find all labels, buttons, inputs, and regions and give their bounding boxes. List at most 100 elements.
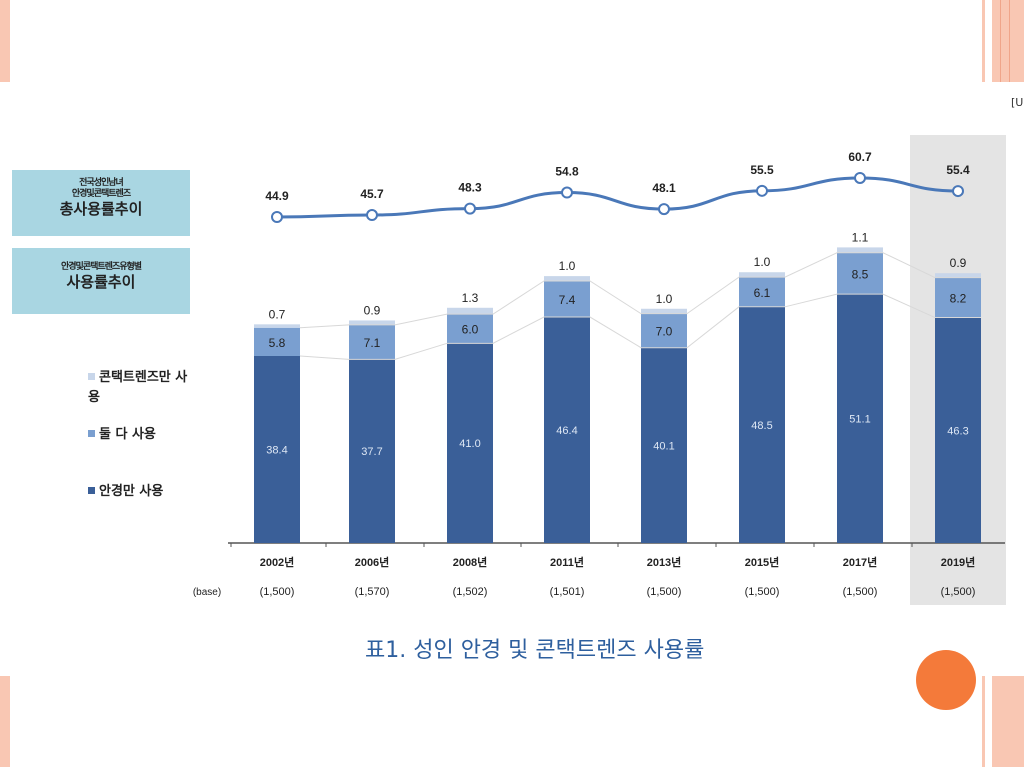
bar-contact-only bbox=[641, 308, 687, 314]
data-label: 7.0 bbox=[656, 325, 673, 339]
data-label: 46.4 bbox=[556, 425, 577, 437]
bar-both bbox=[641, 313, 687, 348]
decor-line bbox=[1009, 0, 1010, 82]
data-label: 46.3 bbox=[947, 425, 968, 437]
data-label: 38.4 bbox=[266, 444, 287, 456]
line-label: 44.9 bbox=[265, 189, 289, 203]
legend-swatch bbox=[88, 373, 95, 380]
bar-contact-only bbox=[544, 276, 590, 281]
total-usage-line bbox=[276, 176, 959, 219]
bar-both bbox=[837, 252, 883, 295]
base-label: (1,570) bbox=[355, 586, 390, 598]
data-label: 1.0 bbox=[559, 259, 576, 273]
legend-swatch bbox=[88, 487, 95, 494]
label-line: 안경및콘택트렌즈 bbox=[71, 189, 131, 199]
bar-contact-only bbox=[837, 247, 883, 253]
bar-both bbox=[349, 324, 395, 360]
unit-label: [U bbox=[1011, 96, 1024, 109]
decor-stripe-right-bottom bbox=[982, 676, 985, 767]
base-label: (1,500) bbox=[745, 586, 780, 598]
line-point bbox=[366, 209, 378, 222]
base-label: (1,500) bbox=[843, 586, 878, 598]
x-tick-label: 2015년 bbox=[745, 555, 780, 569]
chart-caption: 표1. 성인 안경 및 콘택트렌즈 사용률 bbox=[365, 638, 705, 663]
line-point bbox=[952, 185, 964, 198]
x-tick-label: 2008년 bbox=[453, 555, 488, 569]
line-label: 45.7 bbox=[360, 187, 384, 201]
bar-contact-only bbox=[739, 272, 785, 278]
x-tick-label: 2011년 bbox=[550, 555, 584, 569]
connector-line bbox=[299, 252, 981, 329]
x-tick-label: 2017년 bbox=[843, 555, 878, 569]
decor-stripe-left bbox=[0, 0, 10, 82]
data-label: 51.1 bbox=[849, 414, 870, 426]
legend-label: 안경만 사용 bbox=[99, 484, 164, 499]
data-label: 1.0 bbox=[754, 255, 771, 269]
legend-both: 둘 다 사용 bbox=[88, 425, 156, 445]
base-label: (1,500) bbox=[647, 586, 682, 598]
x-tick-label: 2019년 bbox=[941, 555, 976, 569]
bar-contact-only bbox=[447, 307, 493, 315]
data-label: 0.9 bbox=[950, 256, 967, 270]
line-label: 55.5 bbox=[750, 163, 774, 177]
decor-stripe-right bbox=[982, 0, 985, 82]
bar-glasses-only bbox=[349, 359, 395, 543]
bar-both bbox=[447, 314, 493, 344]
decor-stripe-right-2 bbox=[992, 0, 1024, 82]
data-label: 1.3 bbox=[462, 291, 479, 305]
line-point bbox=[464, 202, 476, 215]
bar-contact-only bbox=[935, 273, 981, 278]
line-label: 60.7 bbox=[848, 150, 872, 164]
base-label: (1,502) bbox=[453, 586, 488, 598]
bar-contact-only bbox=[254, 324, 300, 328]
line-point bbox=[561, 186, 573, 199]
decor-line bbox=[1000, 0, 1001, 82]
decor-stripe-right-bottom-2 bbox=[992, 676, 1024, 767]
data-label: 7.1 bbox=[364, 336, 381, 350]
label-line: 전국성인남녀 bbox=[79, 178, 124, 188]
line-label: 54.8 bbox=[555, 165, 579, 179]
line-point bbox=[271, 211, 283, 223]
legend-contact-only: 콘택트렌즈만 사용 bbox=[88, 368, 198, 408]
data-label: 8.5 bbox=[852, 267, 869, 281]
bar-glasses-only bbox=[544, 317, 590, 543]
line-point bbox=[658, 203, 670, 216]
bar-glasses-only bbox=[739, 306, 785, 543]
data-label: 6.1 bbox=[754, 286, 771, 300]
line-point bbox=[756, 184, 768, 197]
connector-line bbox=[299, 293, 981, 360]
line-point bbox=[854, 171, 866, 184]
data-label: 8.2 bbox=[950, 292, 967, 306]
decor-stripe-left-bottom bbox=[0, 676, 10, 767]
data-label: 0.7 bbox=[269, 307, 286, 321]
data-label: 40.1 bbox=[653, 440, 674, 452]
legend-glasses-only: 안경만 사용 bbox=[88, 482, 168, 502]
data-label: 0.9 bbox=[364, 303, 381, 317]
decor-circle bbox=[916, 650, 976, 710]
base-label: (1,500) bbox=[941, 586, 976, 598]
bar-glasses-only bbox=[447, 343, 493, 543]
data-label: 7.4 bbox=[559, 293, 576, 307]
data-label: 37.7 bbox=[361, 446, 382, 458]
data-label: 48.5 bbox=[751, 420, 772, 432]
bar-both bbox=[935, 277, 981, 318]
x-tick-label: 2006년 bbox=[355, 555, 390, 569]
data-label: 1.0 bbox=[656, 292, 673, 306]
base-label: (1,501) bbox=[550, 586, 585, 598]
data-label: 41.0 bbox=[459, 438, 480, 450]
base-header: (base) bbox=[193, 587, 221, 598]
bar-glasses-only bbox=[935, 317, 981, 543]
total-usage-label: 전국성인남녀 안경및콘택트렌즈 총사용률추이 bbox=[12, 170, 190, 236]
data-label: 6.0 bbox=[462, 323, 479, 337]
label-title: 사용률추이 bbox=[66, 273, 136, 291]
line-label: 48.1 bbox=[652, 181, 676, 195]
legend-label: 콘택트렌즈만 사용 bbox=[88, 370, 188, 405]
bar-contact-only bbox=[349, 320, 395, 325]
data-label: 5.8 bbox=[269, 336, 286, 350]
x-tick-label: 2013년 bbox=[647, 555, 682, 569]
line-label: 48.3 bbox=[458, 181, 482, 195]
bar-glasses-only bbox=[641, 347, 687, 543]
line-label: 55.4 bbox=[946, 163, 970, 177]
bar-glasses-only bbox=[837, 294, 883, 543]
